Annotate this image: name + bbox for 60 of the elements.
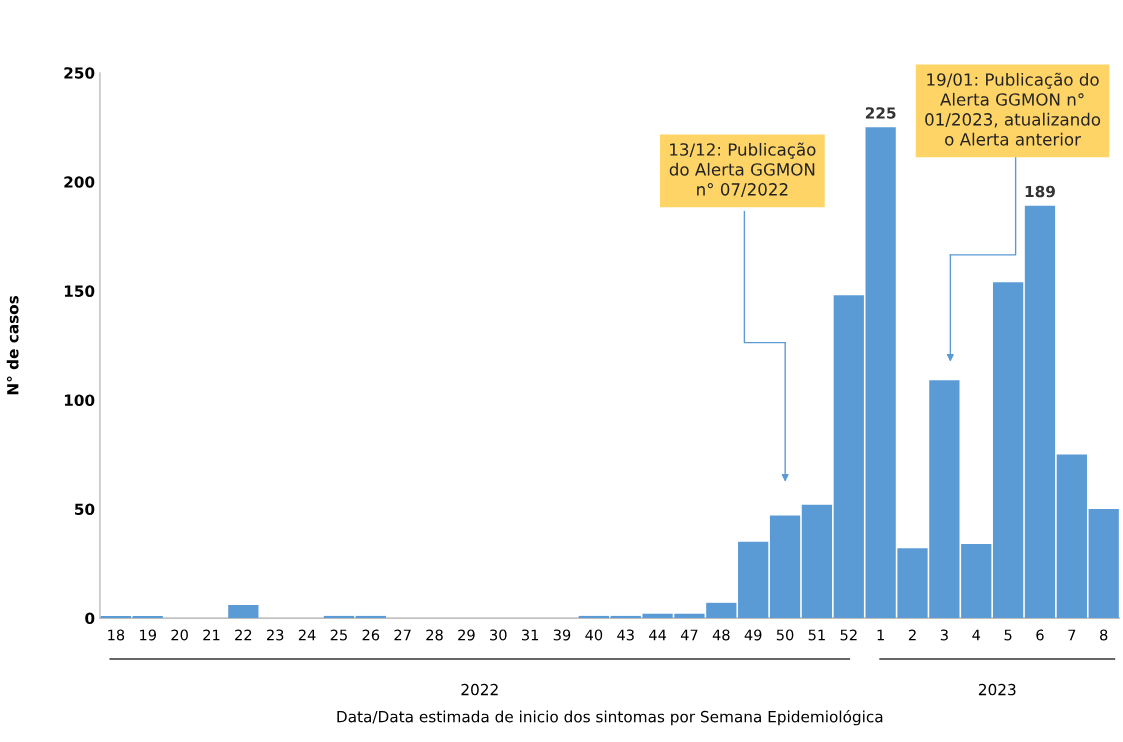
x-tick-label: 23	[267, 629, 284, 641]
bar	[228, 605, 259, 619]
x-tick-label: 31	[521, 629, 539, 641]
x-axis-title: Data/Data estimada de inicio dos sintomas por Semana Epidemiológica	[337, 709, 883, 726]
x-tick-label: 29	[458, 629, 475, 641]
annotation: 19/01: Publicação do Alerta GGMON n° 01/2023, atualizando o Alerta anterior	[925, 72, 1101, 146]
x-tick-label: 7	[1068, 629, 1076, 641]
x-tick-label: 2	[908, 629, 916, 641]
y-tick-label: 200	[64, 176, 95, 188]
bar	[769, 515, 801, 619]
x-tick-label: 44	[649, 629, 667, 641]
x-tick-label: 1	[877, 629, 884, 641]
y-tick-label: 250	[64, 67, 95, 79]
bar	[1056, 454, 1087, 619]
y-axis-title: N° de casos	[6, 295, 19, 395]
x-tick-label: 24	[298, 629, 316, 641]
x-tick-label: 27	[394, 629, 411, 641]
text: 2022	[461, 683, 498, 696]
bar	[132, 615, 163, 619]
bar	[100, 615, 132, 619]
bar	[801, 504, 833, 619]
y-tick-label: 50	[75, 503, 95, 516]
bar	[738, 541, 769, 619]
bar	[833, 295, 864, 619]
x-tick-label: 40	[585, 629, 603, 641]
x-tick-label: 51	[808, 629, 825, 641]
data-label: 225	[865, 107, 896, 119]
x-tick-label: 47	[680, 629, 698, 641]
bar	[578, 615, 609, 619]
bar	[1024, 205, 1056, 619]
x-tick-label: 30	[490, 629, 507, 641]
x-tick-label: 50	[776, 629, 794, 641]
y-tick-label: 150	[64, 285, 95, 297]
data-label: 189	[1025, 185, 1055, 198]
text: 2023	[978, 683, 1016, 696]
x-tick-label: 43	[617, 629, 634, 641]
x-tick-label: 26	[362, 629, 380, 641]
x-tick-label: 6	[1036, 629, 1044, 641]
x-tick-label: 3	[940, 629, 948, 641]
bar	[355, 615, 386, 619]
bar	[992, 282, 1024, 619]
x-tick-label: 20	[171, 629, 188, 641]
x-tick-label: 39	[553, 629, 571, 641]
bar	[1088, 509, 1119, 619]
x-tick-label: 28	[426, 629, 443, 641]
x-tick-label: 52	[840, 629, 857, 641]
x-tick-label: 8	[1100, 629, 1108, 641]
x-tick-label: 4	[972, 629, 981, 641]
x-tick-label: 5	[1004, 629, 1012, 641]
x-tick-label: 21	[203, 629, 220, 641]
x-tick-label: 48	[712, 629, 730, 641]
x-tick-label: 22	[235, 629, 252, 641]
y-tick-label: 0	[85, 612, 95, 625]
annotation: 13/12: Publicação do Alerta GGMON n° 07/2022	[669, 142, 816, 197]
x-tick-label: 25	[330, 629, 347, 641]
x-tick-label: 19	[140, 629, 156, 641]
x-tick-label: 18	[108, 629, 125, 641]
x-tick-label: 49	[744, 629, 762, 641]
y-tick-label: 100	[64, 394, 95, 406]
bar	[323, 615, 355, 619]
